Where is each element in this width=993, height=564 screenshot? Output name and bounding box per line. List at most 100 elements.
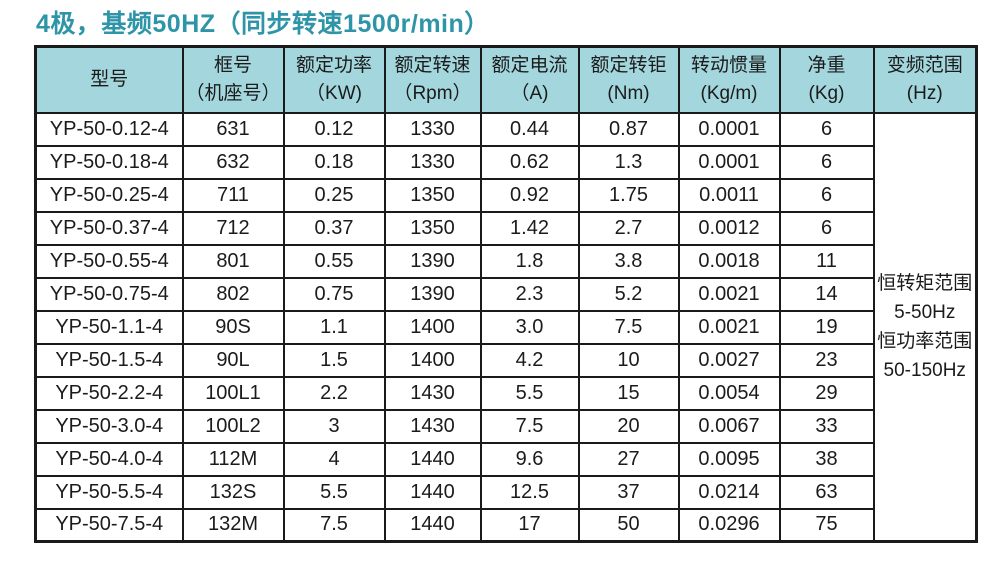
value-cell: 5.5 bbox=[479, 375, 580, 411]
value-cell: 3 bbox=[282, 408, 386, 444]
value-cell: 90L bbox=[181, 342, 285, 378]
column-header-4: 额定电流 （A) bbox=[479, 45, 580, 114]
value-cell: 1330 bbox=[383, 111, 482, 147]
table-row: YP-50-1.5-4 90L 1.5 1400 4.2 10 0.0027 23 bbox=[34, 342, 977, 378]
value-cell: 0.0001 bbox=[677, 144, 781, 180]
value-cell: 12.5 bbox=[479, 474, 580, 510]
value-cell: 1.3 bbox=[577, 144, 680, 180]
value-cell: 38 bbox=[778, 441, 875, 477]
value-cell: 0.87 bbox=[577, 111, 680, 147]
column-header-0: 型号 bbox=[34, 45, 184, 114]
value-cell: 3.8 bbox=[577, 243, 680, 279]
value-cell: 1.5 bbox=[282, 342, 386, 378]
column-header-line2: （KW) bbox=[306, 82, 362, 104]
value-cell: 801 bbox=[181, 243, 285, 279]
column-header-line1: 额定转钜 bbox=[590, 54, 667, 76]
column-header-line2: (Kg) bbox=[808, 82, 845, 104]
model-cell: YP-50-0.55-4 bbox=[34, 243, 184, 279]
value-cell: 0.0095 bbox=[677, 441, 781, 477]
column-header-line1: 额定转速 bbox=[394, 54, 471, 76]
value-cell: 2.7 bbox=[577, 210, 680, 246]
value-cell: 1350 bbox=[383, 177, 482, 213]
value-cell: 1.42 bbox=[479, 210, 580, 246]
value-cell: 37 bbox=[577, 474, 680, 510]
model-cell: YP-50-7.5-4 bbox=[34, 507, 184, 543]
model-cell: YP-50-2.2-4 bbox=[34, 375, 184, 411]
frequency-range-line: 5-50Hz bbox=[894, 301, 956, 323]
value-cell: 29 bbox=[778, 375, 875, 411]
value-cell: 1400 bbox=[383, 309, 482, 345]
value-cell: 1440 bbox=[383, 507, 482, 543]
column-header-3: 额定转速 （Rpm） bbox=[383, 45, 482, 114]
column-header-line1: 型号 bbox=[90, 68, 129, 90]
table-row: YP-50-0.55-4 801 0.55 1390 1.8 3.8 0.0018 11 bbox=[34, 243, 977, 279]
column-header-line2: (Hz) bbox=[906, 82, 943, 104]
value-cell: 0.0067 bbox=[677, 408, 781, 444]
page-title: 4极，基频50HZ（同步转速1500r/min） bbox=[36, 10, 490, 38]
value-cell: 0.37 bbox=[282, 210, 386, 246]
column-header-line2: (Nm) bbox=[607, 82, 650, 104]
column-header-line1: 框号 bbox=[213, 54, 252, 76]
table-row: YP-50-0.18-4 632 0.18 1330 0.62 1.3 0.0001 6 bbox=[34, 144, 977, 180]
value-cell: 0.0018 bbox=[677, 243, 781, 279]
value-cell: 1330 bbox=[383, 144, 482, 180]
column-header-1: 框号 （机座号） bbox=[181, 45, 285, 114]
value-cell: 23 bbox=[778, 342, 875, 378]
column-header-5: 额定转钜 (Nm) bbox=[577, 45, 680, 114]
table-row: YP-50-2.2-4 100L1 2.2 1430 5.5 15 0.0054 29 bbox=[34, 375, 977, 411]
value-cell: 4.2 bbox=[479, 342, 580, 378]
value-cell: 1390 bbox=[383, 276, 482, 312]
value-cell: 5.5 bbox=[282, 474, 386, 510]
value-cell: 0.0001 bbox=[677, 111, 781, 147]
value-cell: 0.0054 bbox=[677, 375, 781, 411]
value-cell: 17 bbox=[479, 507, 580, 543]
value-cell: 11 bbox=[778, 243, 875, 279]
value-cell: 2.3 bbox=[479, 276, 580, 312]
column-header-line2: （Rpm） bbox=[393, 82, 472, 104]
value-cell: 33 bbox=[778, 408, 875, 444]
column-header-8: 变频范围 (Hz) bbox=[872, 45, 978, 114]
frequency-range-line: 恒功率范围 bbox=[877, 330, 973, 352]
column-header-line1: 净重 bbox=[807, 54, 846, 76]
column-header-2: 额定功率 （KW) bbox=[282, 45, 386, 114]
table-header-row: 型号 框号 （机座号） 额定功率 （KW) 额定转速 （Rpm） 额定电流 （A) 额定转钜 (Nm… bbox=[34, 45, 978, 114]
value-cell: 712 bbox=[181, 210, 285, 246]
model-cell: YP-50-5.5-4 bbox=[34, 474, 184, 510]
value-cell: 0.62 bbox=[479, 144, 580, 180]
frequency-range-line: 50-150Hz bbox=[883, 359, 966, 381]
value-cell: 100L1 bbox=[181, 375, 285, 411]
value-cell: 1430 bbox=[383, 408, 482, 444]
value-cell: 20 bbox=[577, 408, 680, 444]
value-cell: 0.0027 bbox=[677, 342, 781, 378]
value-cell: 1400 bbox=[383, 342, 482, 378]
value-cell: 0.18 bbox=[282, 144, 386, 180]
value-cell: 1.8 bbox=[479, 243, 580, 279]
value-cell: 0.25 bbox=[282, 177, 386, 213]
value-cell: 1.75 bbox=[577, 177, 680, 213]
value-cell: 50 bbox=[577, 507, 680, 543]
value-cell: 9.6 bbox=[479, 441, 580, 477]
value-cell: 19 bbox=[778, 309, 875, 345]
column-header-line2: （A) bbox=[510, 82, 549, 104]
model-cell: YP-50-0.12-4 bbox=[34, 111, 184, 147]
frequency-range-line: 恒转矩范围 bbox=[877, 272, 973, 294]
value-cell: 7.5 bbox=[282, 507, 386, 543]
value-cell: 100L2 bbox=[181, 408, 285, 444]
value-cell: 1.1 bbox=[282, 309, 386, 345]
value-cell: 3.0 bbox=[479, 309, 580, 345]
value-cell: 132M bbox=[181, 507, 285, 543]
value-cell: 27 bbox=[577, 441, 680, 477]
value-cell: 6 bbox=[778, 111, 875, 147]
value-cell: 0.0021 bbox=[677, 309, 781, 345]
value-cell: 7.5 bbox=[479, 408, 580, 444]
value-cell: 5.2 bbox=[577, 276, 680, 312]
value-cell: 90S bbox=[181, 309, 285, 345]
column-header-line2: (Kg/m) bbox=[700, 82, 758, 104]
value-cell: 1390 bbox=[383, 243, 482, 279]
value-cell: 0.0012 bbox=[677, 210, 781, 246]
model-cell: YP-50-0.75-4 bbox=[34, 276, 184, 312]
table-row: YP-50-5.5-4 132S 5.5 1440 12.5 37 0.0214 63 bbox=[34, 474, 977, 510]
value-cell: 802 bbox=[181, 276, 285, 312]
value-cell: 132S bbox=[181, 474, 285, 510]
value-cell: 1430 bbox=[383, 375, 482, 411]
